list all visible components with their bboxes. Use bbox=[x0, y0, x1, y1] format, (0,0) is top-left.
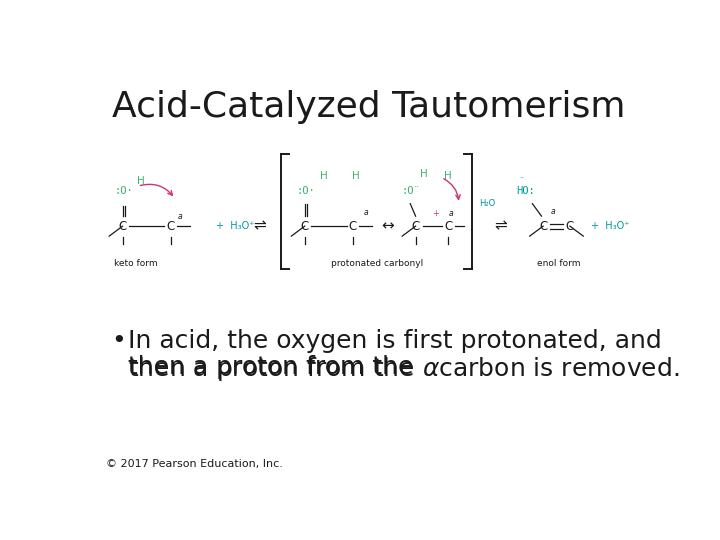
Text: ⇌: ⇌ bbox=[253, 219, 266, 234]
Text: H: H bbox=[138, 176, 145, 186]
Text: +  H₃O⁺: + H₃O⁺ bbox=[216, 221, 255, 231]
Text: © 2017 Pearson Education, Inc.: © 2017 Pearson Education, Inc. bbox=[106, 459, 282, 469]
Text: :O·: :O· bbox=[297, 186, 315, 196]
Text: C: C bbox=[119, 220, 127, 233]
Text: C: C bbox=[348, 220, 357, 233]
Text: H: H bbox=[320, 171, 328, 181]
Text: a: a bbox=[364, 208, 369, 217]
Text: H₂Ö: H₂Ö bbox=[479, 199, 495, 208]
Text: then a proton from the $\alpha$carbon is removed.: then a proton from the $\alpha$carbon is… bbox=[128, 355, 679, 383]
Text: enol form: enol form bbox=[537, 259, 581, 268]
Text: ⇌: ⇌ bbox=[494, 219, 507, 234]
Text: C: C bbox=[444, 220, 452, 233]
Text: a: a bbox=[178, 212, 183, 221]
Text: C: C bbox=[300, 220, 309, 233]
Text: •: • bbox=[111, 329, 126, 353]
Text: HO:: HO: bbox=[516, 186, 535, 196]
FancyArrowPatch shape bbox=[444, 179, 460, 199]
Text: ··: ·· bbox=[519, 174, 524, 183]
Text: H: H bbox=[420, 168, 428, 179]
Text: +: + bbox=[432, 209, 439, 218]
Text: +  H₃O⁺: + H₃O⁺ bbox=[591, 221, 630, 231]
Text: keto form: keto form bbox=[114, 259, 158, 268]
Text: a: a bbox=[550, 207, 555, 215]
Text: then a proton from the: then a proton from the bbox=[128, 355, 421, 379]
Text: C: C bbox=[539, 220, 547, 233]
Text: C: C bbox=[566, 220, 574, 233]
Text: H: H bbox=[352, 171, 359, 181]
Text: Acid-Catalyzed Tautomerism: Acid-Catalyzed Tautomerism bbox=[112, 90, 626, 124]
Text: :Ö: :Ö bbox=[401, 186, 420, 196]
Text: :O·: :O· bbox=[114, 186, 133, 196]
Text: ↔: ↔ bbox=[382, 219, 394, 234]
Text: a: a bbox=[449, 209, 454, 218]
Text: protonated carbonyl: protonated carbonyl bbox=[331, 259, 423, 268]
Text: H: H bbox=[444, 171, 452, 181]
Text: In acid, the oxygen is first protonated, and: In acid, the oxygen is first protonated,… bbox=[128, 329, 662, 353]
Text: C: C bbox=[411, 220, 420, 233]
FancyArrowPatch shape bbox=[140, 184, 172, 195]
Text: C: C bbox=[166, 220, 175, 233]
